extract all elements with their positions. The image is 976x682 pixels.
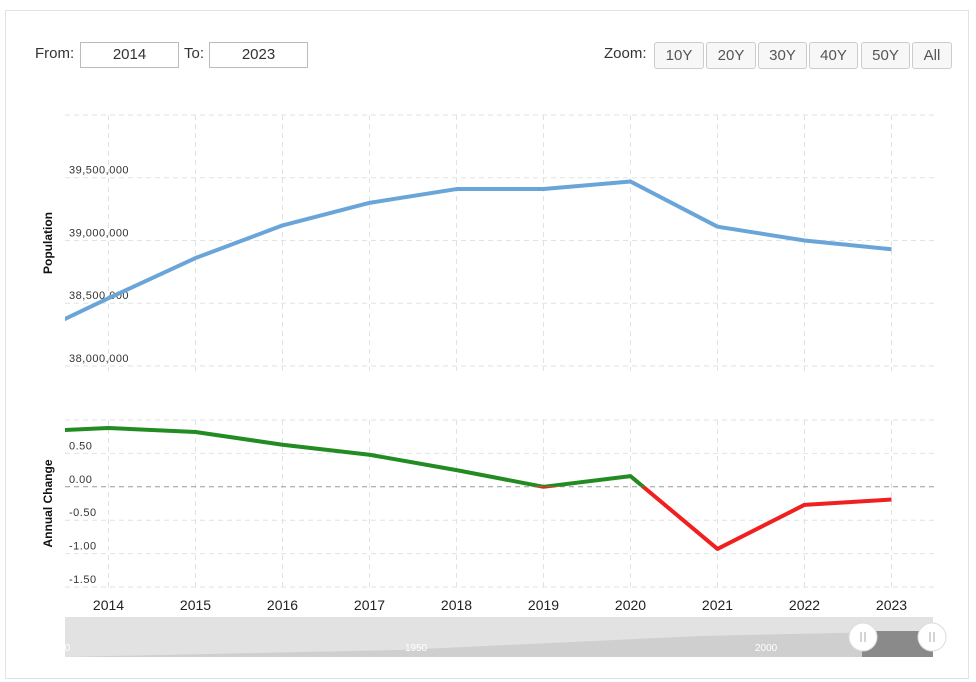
to-input[interactable]: 2023: [209, 42, 308, 68]
x-tick-label: 2016: [267, 597, 298, 613]
navigator-series: [65, 631, 933, 657]
y-tick-label: -1.00: [69, 541, 97, 553]
chart: 38,000,000 38,500,000 39,000,000 39,500,000…: [41, 114, 935, 371]
navigator-handle[interactable]: [848, 622, 878, 652]
y-tick-label: 39,500,000: [69, 165, 129, 177]
y-axis-title: Population: [41, 212, 55, 274]
x-tick-label: 2017: [354, 597, 385, 613]
y-tick-label: -0.50: [69, 507, 97, 519]
from-input[interactable]: 2014: [80, 42, 179, 68]
zoom-button[interactable]: All: [912, 42, 952, 69]
y-tick-label: 38,500,000: [69, 290, 129, 302]
zoom-label: Zoom:: [604, 45, 647, 62]
y-tick-label: 38,000,000: [69, 353, 129, 365]
y-axis-title: Annual Change: [41, 459, 55, 547]
chart: -1.50 -1.00 -0.50 0.00 0.50 Annual Change 2014…: [41, 419, 935, 613]
zoom-button[interactable]: 50Y: [861, 42, 910, 69]
line-positive: [65, 426, 647, 487]
from-label: From:: [35, 45, 75, 62]
line-negative: [532, 486, 892, 551]
navigator: 1900 1950 2000: [48, 617, 947, 657]
x-tick-label: 2019: [528, 597, 559, 613]
x-tick-label: 2015: [180, 597, 211, 613]
to-label: To:: [184, 45, 205, 62]
line: [65, 179, 892, 322]
series-group: [65, 426, 892, 551]
zoom-button[interactable]: 20Y: [706, 42, 756, 69]
handle-grip: [860, 632, 866, 642]
x-tick-label: 2020: [615, 597, 646, 613]
navigator-handle[interactable]: [917, 622, 947, 652]
y-tick-label: 0.50: [69, 440, 92, 452]
x-tick-label: 2022: [789, 597, 820, 613]
x-tick-label: 2023: [876, 597, 907, 613]
zoom-button[interactable]: 40Y: [809, 42, 858, 69]
x-tick-label: 2018: [441, 597, 472, 613]
navigator-label: 1900: [48, 643, 71, 654]
y-tick-label: 39,000,000: [69, 227, 129, 239]
navigator-label: 1950: [405, 643, 428, 654]
x-tick-label: 2021: [702, 597, 733, 613]
y-tick-label: -1.50: [69, 574, 97, 586]
x-tick-label: 2014: [93, 597, 124, 613]
zoom-button[interactable]: 10Y: [654, 42, 704, 69]
zoom-button[interactable]: 30Y: [758, 42, 807, 69]
handle-grip: [929, 632, 935, 642]
y-tick-label: 0.00: [69, 474, 92, 486]
chart-frame: [5, 10, 969, 679]
navigator-label: 2000: [755, 643, 778, 654]
